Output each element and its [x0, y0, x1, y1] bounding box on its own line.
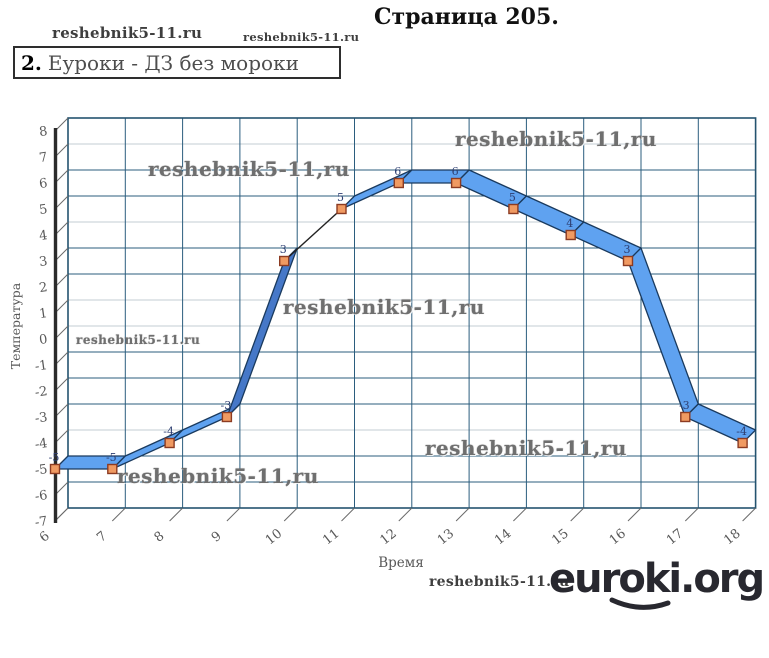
y-tick-label: 7 [38, 150, 48, 166]
data-point-label: -3 [679, 399, 690, 412]
data-point-marker [279, 255, 290, 267]
watermark-chart-6: reshebnik5-11,ru [117, 464, 319, 488]
data-point-marker [164, 437, 175, 449]
x-tick-label: 12 [378, 526, 400, 548]
data-point-marker [336, 203, 347, 215]
y-tick-label: -7 [34, 514, 49, 531]
data-point-marker [508, 203, 519, 215]
data-point-label: 3 [624, 243, 631, 256]
x-tick-label: 14 [492, 526, 514, 548]
data-point-marker [680, 411, 691, 423]
data-point-label: -4 [163, 425, 174, 438]
data-point-label: -5 [106, 451, 117, 464]
y-tick-label: 3 [38, 254, 48, 270]
x-tick-label: 7 [94, 529, 110, 546]
y-tick-label: -3 [34, 410, 49, 427]
data-point-label: 6 [452, 165, 459, 178]
x-tick-label: 10 [263, 526, 285, 548]
task-title: Еуроки - ДЗ без мороки [47, 50, 299, 75]
task-number: 2. [21, 50, 42, 75]
euroki-logo[interactable]: euroki.org [549, 556, 765, 602]
data-point-marker [49, 463, 61, 475]
chart-point-labels: -5 -5 -4 -3 3 5 6 6 5 4 3 -3 -4 [49, 165, 747, 464]
euroki-smile-icon [609, 597, 671, 610]
task-header-box: 2. Еуроки - ДЗ без мороки [13, 46, 341, 79]
x-tick-label: 8 [152, 529, 168, 546]
y-tick-label: -5 [34, 462, 49, 479]
watermark-chart-3: reshebnik5-11,ru [283, 295, 485, 319]
y-tick-label: 6 [38, 176, 48, 192]
data-point-marker [737, 437, 748, 449]
x-tick-label: 9 [209, 529, 225, 546]
page-title: Страница 205. [374, 4, 559, 30]
y-tick-label: -1 [34, 358, 49, 375]
data-point-label: 5 [509, 191, 516, 204]
data-point-label: -5 [49, 451, 60, 464]
data-point-marker [565, 229, 576, 241]
data-point-marker [107, 463, 118, 475]
y-tick-label: -6 [34, 488, 49, 505]
chart-markers [49, 177, 748, 475]
watermark-top-center: reshebnik5-11.ru [243, 30, 360, 44]
x-tick-label: 11 [320, 526, 342, 548]
y-tick-label: 0 [38, 332, 48, 348]
data-point-label: -4 [736, 425, 747, 438]
chart-ribbon [54, 169, 757, 470]
y-tick-label: 8 [38, 124, 48, 140]
watermark-chart-5: reshebnik5-11,ru [425, 436, 627, 460]
y-tick-label: 1 [38, 306, 48, 322]
data-point-label: 3 [280, 243, 287, 256]
data-point-marker [221, 411, 233, 423]
x-tick-label: 6 [37, 529, 53, 546]
x-tick-label: 15 [549, 526, 571, 548]
y-tick-label: -4 [34, 436, 49, 453]
watermark-chart-2: reshebnik5-11,ru [455, 127, 657, 151]
watermark-top-left: reshebnik5-11.ru [52, 24, 203, 42]
x-tick-label: 13 [435, 526, 457, 548]
x-axis-title: Время [378, 555, 424, 571]
data-point-marker [450, 177, 462, 189]
y-tick-label: 4 [38, 228, 48, 244]
data-point-marker [622, 255, 634, 267]
y-axis-title: Температура [8, 282, 23, 369]
data-point-label: 6 [394, 165, 401, 178]
y-tick-label: -2 [34, 384, 49, 401]
x-tick-label: 17 [664, 526, 686, 548]
x-tick-label: 18 [721, 526, 743, 548]
data-point-label: 5 [337, 191, 344, 204]
watermark-chart-1: reshebnik5-11,ru [148, 157, 350, 181]
y-tick-label: 2 [38, 280, 48, 296]
watermark-footer: reshebnik5-11.ru [429, 574, 570, 590]
data-point-marker [393, 177, 404, 189]
data-point-label: 4 [566, 217, 573, 230]
data-point-label: -3 [221, 399, 232, 412]
y-tick-label: 5 [38, 202, 48, 218]
watermark-chart-4: reshebnik5-11.ru [76, 333, 201, 347]
x-tick-label: 16 [607, 526, 629, 548]
